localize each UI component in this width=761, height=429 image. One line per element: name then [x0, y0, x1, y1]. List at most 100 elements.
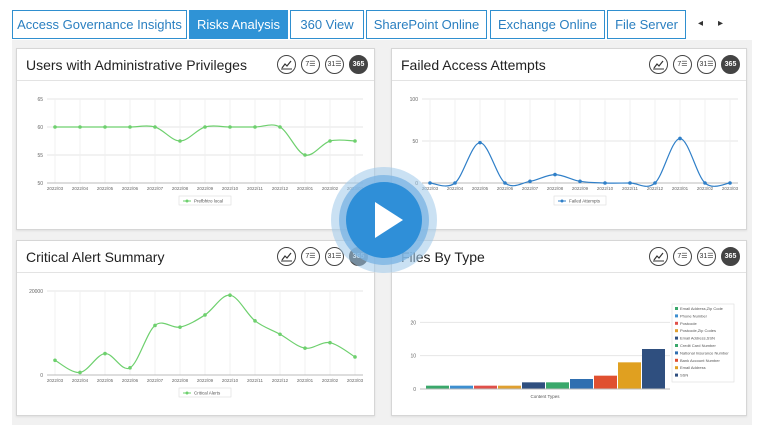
- legend-label: Postcode,Zip Codes: [680, 328, 716, 333]
- x-tick-label: 2022/12: [647, 186, 664, 191]
- trend-icon[interactable]: [649, 55, 668, 74]
- widget-admin-privileges: Users with Administrative Privileges 7☰ …: [16, 48, 375, 230]
- bar: [498, 385, 521, 389]
- data-point: [303, 153, 307, 157]
- data-point: [278, 125, 282, 129]
- data-point: [228, 293, 232, 297]
- widget-header: Critical Alert Summary 7☰ 31☰ 365: [17, 241, 374, 273]
- x-tick-label: 2023/01: [672, 186, 689, 191]
- bar: [546, 382, 569, 389]
- data-point: [328, 340, 332, 345]
- x-tick-label: 2023/03: [347, 378, 364, 383]
- x-tick-label: 2022/05: [472, 186, 489, 191]
- y-tick-label: 0: [40, 373, 43, 379]
- week-filter-button[interactable]: 7☰: [301, 55, 320, 74]
- data-point: [328, 139, 332, 143]
- data-point: [678, 136, 682, 141]
- play-video-button[interactable]: [330, 166, 438, 274]
- play-icon: [375, 202, 403, 238]
- data-point: [178, 325, 182, 329]
- data-point: [603, 181, 607, 185]
- x-tick-label: 2022/03: [47, 186, 64, 191]
- tab-prev-icon[interactable]: ◂: [698, 18, 704, 29]
- data-point: [453, 181, 457, 185]
- tab-exchange-online[interactable]: Exchange Online: [490, 10, 605, 39]
- trend-icon[interactable]: [649, 247, 668, 266]
- week-filter-button[interactable]: 7☰: [301, 247, 320, 266]
- legend-label: Critical Alerts: [194, 391, 221, 396]
- x-tick-label: 2022/05: [97, 186, 114, 191]
- x-tick-label: 2022/08: [172, 186, 189, 191]
- widget-title: Users with Administrative Privileges: [26, 57, 247, 73]
- tab-sharepoint-online[interactable]: SharePoint Online: [366, 10, 487, 39]
- data-point: [53, 125, 57, 129]
- x-tick-label: 2022/11: [622, 186, 638, 191]
- x-tick-label: 2023/02: [697, 186, 714, 191]
- y-tick-label: 60: [37, 125, 43, 131]
- bar: [618, 362, 641, 389]
- x-tick-label: 2022/08: [547, 186, 564, 191]
- data-point: [153, 323, 157, 328]
- tab-access-governance-insights[interactable]: Access Governance Insights: [12, 10, 187, 39]
- legend-label: Phone Number: [680, 313, 708, 318]
- files-by-type-chart: 0 10 20 Content Types Email Address,Zip Code…: [410, 303, 735, 399]
- week-filter-button[interactable]: 7☰: [673, 55, 692, 74]
- x-tick-label: 2022/04: [72, 378, 89, 383]
- data-point: [278, 332, 282, 337]
- month-filter-button[interactable]: 31☰: [325, 247, 344, 266]
- legend-label: Postcode: [680, 321, 697, 326]
- bar: [474, 385, 497, 389]
- bar: [570, 379, 593, 389]
- critical-alerts-chart: 0 20000 2022/03 2022/04 2022/05 2022/06 2022/0…: [29, 289, 364, 398]
- legend-swatch: [675, 351, 678, 355]
- admin-privileges-chart: 50 55 60 65 2022/03 2022/04 2022/05 2022/06 2022…: [37, 97, 364, 206]
- data-point: [103, 125, 107, 129]
- x-tick-label: 2022/11: [247, 378, 263, 383]
- data-point: [503, 181, 507, 185]
- tab-file-server[interactable]: File Server: [607, 10, 686, 39]
- year-filter-button[interactable]: 365: [721, 247, 740, 266]
- widget-header: Files By Type 7☰ 31☰ 365: [392, 241, 746, 273]
- x-tick-label: 2022/09: [197, 186, 214, 191]
- legend-box: [178, 195, 232, 206]
- y-tick-label: 65: [37, 97, 43, 103]
- x-tick-label: 2022/09: [572, 186, 589, 191]
- x-tick-label: 2023/02: [322, 378, 339, 383]
- y-tick-label: 0: [413, 387, 416, 393]
- widget-title: Failed Access Attempts: [401, 57, 546, 73]
- year-filter-button[interactable]: 365: [349, 55, 368, 74]
- data-point: [478, 140, 482, 145]
- y-tick-label: 20000: [29, 289, 43, 295]
- month-filter-button[interactable]: 31☰: [697, 247, 716, 266]
- legend-marker: [560, 199, 564, 203]
- data-point: [128, 125, 132, 129]
- legend-box: [553, 195, 607, 206]
- x-axis-label: Content Types: [531, 394, 561, 399]
- y-tick-label: 50: [412, 139, 418, 145]
- legend-swatch: [675, 314, 678, 318]
- x-tick-label: 2022/10: [597, 186, 614, 191]
- x-tick-label: 2022/06: [497, 186, 514, 191]
- year-filter-button[interactable]: 365: [721, 55, 740, 74]
- x-tick-label: 2023/02: [322, 186, 339, 191]
- x-tick-label: 2023/01: [297, 186, 314, 191]
- trend-icon[interactable]: [277, 247, 296, 266]
- legend-swatch: [675, 344, 678, 347]
- data-point: [78, 370, 82, 375]
- data-point: [653, 181, 657, 185]
- data-point: [728, 181, 732, 185]
- month-filter-button[interactable]: 31☰: [697, 55, 716, 74]
- failed-access-chart: 0501002022/032022/042022/052022/062022/0…: [410, 97, 739, 206]
- week-filter-button[interactable]: 7☰: [673, 247, 692, 266]
- tab-360-view[interactable]: 360 View: [290, 10, 364, 39]
- tab-next-icon[interactable]: ▸: [718, 18, 724, 29]
- tab-risks-analysis[interactable]: Risks Analysis: [189, 10, 288, 39]
- widget-header: Users with Administrative Privileges 7☰ …: [17, 49, 374, 81]
- x-tick-label: 2022/07: [147, 186, 164, 191]
- data-point: [303, 346, 307, 350]
- month-filter-button[interactable]: 31☰: [325, 55, 344, 74]
- data-point: [703, 181, 707, 185]
- trend-icon[interactable]: [277, 55, 296, 74]
- data-point: [578, 179, 582, 184]
